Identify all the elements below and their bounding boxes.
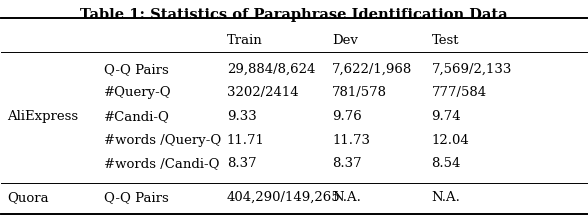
Text: 9.76: 9.76 <box>332 110 362 123</box>
Text: 404,290/149,265: 404,290/149,265 <box>227 191 340 204</box>
Text: AliExpress: AliExpress <box>7 110 78 123</box>
Text: 8.54: 8.54 <box>432 157 461 170</box>
Text: Q-Q Pairs: Q-Q Pairs <box>104 63 169 76</box>
Text: 29,884/8,624: 29,884/8,624 <box>227 63 315 76</box>
Text: Dev: Dev <box>332 34 358 47</box>
Text: #Query-Q: #Query-Q <box>104 86 172 99</box>
Text: Train: Train <box>227 34 262 47</box>
Text: 9.33: 9.33 <box>227 110 256 123</box>
Text: 7,622/1,968: 7,622/1,968 <box>332 63 412 76</box>
Text: N.A.: N.A. <box>432 191 460 204</box>
Text: #words /Candi-Q: #words /Candi-Q <box>104 157 219 170</box>
Text: 12.04: 12.04 <box>432 134 469 147</box>
Text: 8.37: 8.37 <box>332 157 362 170</box>
Text: 3202/2414: 3202/2414 <box>227 86 298 99</box>
Text: 11.73: 11.73 <box>332 134 370 147</box>
Text: #words /Query-Q: #words /Query-Q <box>104 134 221 147</box>
Text: 781/578: 781/578 <box>332 86 387 99</box>
Text: Test: Test <box>432 34 459 47</box>
Text: 777/584: 777/584 <box>432 86 487 99</box>
Text: N.A.: N.A. <box>332 191 361 204</box>
Text: 7,569/2,133: 7,569/2,133 <box>432 63 512 76</box>
Text: 9.74: 9.74 <box>432 110 461 123</box>
Text: #Candi-Q: #Candi-Q <box>104 110 170 123</box>
Text: 8.37: 8.37 <box>227 157 256 170</box>
Text: Table 1: Statistics of Paraphrase Identification Data: Table 1: Statistics of Paraphrase Identi… <box>80 8 508 22</box>
Text: 11.71: 11.71 <box>227 134 265 147</box>
Text: Q-Q Pairs: Q-Q Pairs <box>104 191 169 204</box>
Text: Quora: Quora <box>7 191 49 204</box>
